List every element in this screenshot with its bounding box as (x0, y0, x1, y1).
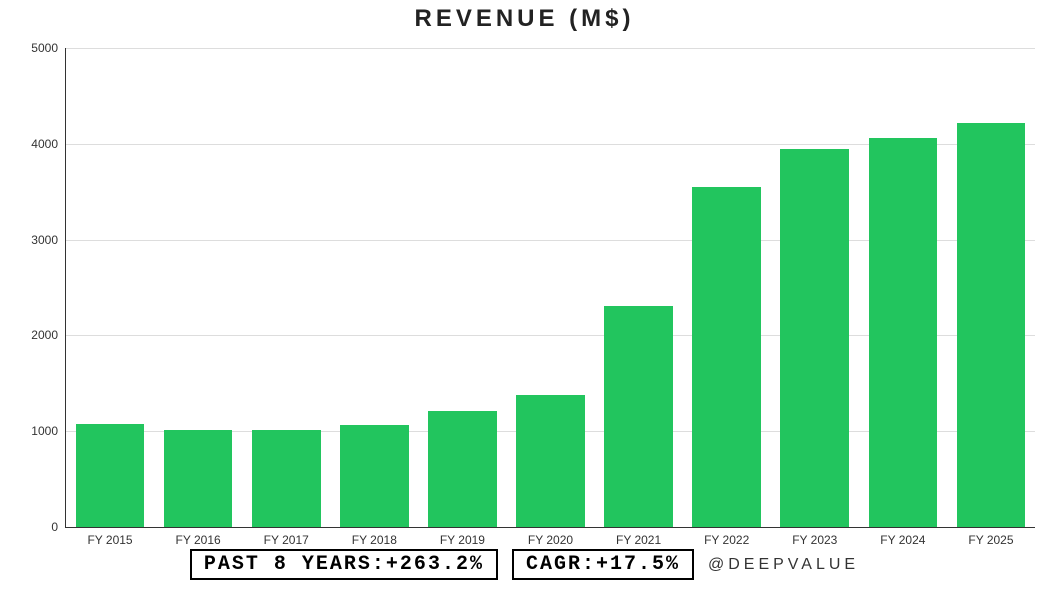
stat-past-years: PAST 8 YEARS:+263.2% (190, 549, 498, 580)
bar (780, 149, 849, 527)
x-tick-label: FY 2025 (968, 533, 1013, 547)
x-tick-label: FY 2023 (792, 533, 837, 547)
x-tick-label: FY 2016 (176, 533, 221, 547)
x-tick-label: FY 2018 (352, 533, 397, 547)
chart-container: REVENUE (M$) 010002000300040005000FY 201… (0, 0, 1049, 590)
bar (692, 187, 761, 527)
bar (516, 395, 585, 527)
footer: PAST 8 YEARS:+263.2% CAGR:+17.5% @DEEPVA… (0, 549, 1049, 580)
x-tick-label: FY 2022 (704, 533, 749, 547)
x-tick-label: FY 2020 (528, 533, 573, 547)
bar (957, 123, 1026, 527)
y-tick-label: 0 (51, 520, 58, 534)
x-tick-label: FY 2024 (880, 533, 925, 547)
x-tick-label: FY 2021 (616, 533, 661, 547)
y-tick-label: 4000 (31, 137, 58, 151)
y-tick-label: 3000 (31, 233, 58, 247)
x-tick-label: FY 2015 (87, 533, 132, 547)
bar (340, 425, 409, 528)
y-tick-label: 5000 (31, 41, 58, 55)
gridline (66, 48, 1035, 49)
bar (428, 411, 497, 527)
x-tick-label: FY 2019 (440, 533, 485, 547)
plot-area: 010002000300040005000FY 2015FY 2016FY 20… (65, 48, 1035, 528)
chart-title: REVENUE (M$) (0, 5, 1049, 33)
bar (869, 138, 938, 527)
bar (252, 430, 321, 527)
attribution: @DEEPVALUE (708, 556, 859, 574)
stat-cagr: CAGR:+17.5% (512, 549, 694, 580)
x-tick-label: FY 2017 (264, 533, 309, 547)
y-tick-label: 2000 (31, 328, 58, 342)
bar (76, 424, 145, 527)
y-tick-label: 1000 (31, 424, 58, 438)
bar (604, 306, 673, 527)
bar (164, 430, 233, 527)
